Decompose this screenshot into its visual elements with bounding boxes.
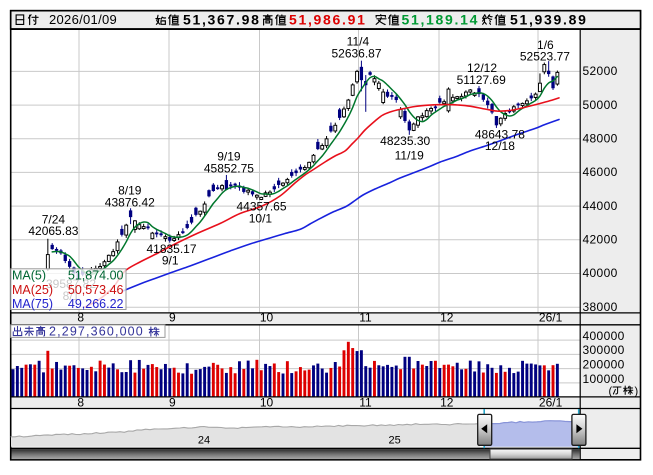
svg-text:300000: 300000 [583, 343, 625, 357]
svg-text:10/1: 10/1 [249, 212, 273, 226]
svg-text:MA(5): MA(5) [12, 269, 46, 283]
svg-text:51127.69: 51127.69 [457, 73, 506, 87]
svg-text:42065.83: 42065.83 [28, 224, 78, 238]
svg-text:48235.30: 48235.30 [380, 134, 430, 148]
svg-text:12/18: 12/18 [485, 139, 515, 153]
svg-text:400000: 400000 [583, 329, 625, 343]
svg-text:9: 9 [169, 395, 176, 409]
svg-text:51,939.89: 51,939.89 [510, 11, 588, 27]
svg-text:11: 11 [359, 395, 372, 409]
svg-text:52636.87: 52636.87 [331, 47, 381, 61]
svg-text:8: 8 [77, 310, 84, 324]
svg-text:12: 12 [440, 310, 454, 324]
svg-text:9/19: 9/19 [217, 149, 241, 163]
svg-text:100000: 100000 [583, 372, 625, 386]
svg-text:MA(25): MA(25) [12, 283, 53, 297]
svg-text:8/19: 8/19 [118, 184, 142, 198]
svg-text:12: 12 [440, 395, 454, 409]
svg-text:10: 10 [260, 395, 274, 409]
svg-text:45852.75: 45852.75 [204, 162, 254, 176]
svg-text:41835.17: 41835.17 [146, 242, 196, 256]
svg-text:(: ( [609, 385, 613, 397]
svg-text:26/1: 26/1 [539, 395, 563, 409]
svg-text:200000: 200000 [583, 358, 625, 372]
svg-text:11/19: 11/19 [395, 148, 424, 162]
svg-text:43876.42: 43876.42 [105, 195, 155, 209]
svg-text:10: 10 [260, 310, 274, 324]
svg-text:25: 25 [388, 435, 400, 447]
svg-text:50000: 50000 [583, 98, 618, 112]
svg-text:44000: 44000 [583, 199, 618, 213]
svg-text:52523.77: 52523.77 [520, 50, 570, 64]
svg-text:38000: 38000 [583, 300, 618, 314]
svg-text:49,266.22: 49,266.22 [68, 297, 124, 311]
svg-text:24: 24 [198, 435, 210, 447]
svg-text:42000: 42000 [583, 233, 618, 247]
svg-text:51,986.91: 51,986.91 [289, 11, 367, 27]
svg-text:): ) [635, 385, 639, 397]
svg-text:9: 9 [169, 310, 176, 324]
svg-text:48000: 48000 [583, 132, 618, 146]
svg-text:2026/01/09: 2026/01/09 [49, 12, 117, 27]
svg-text:9/1: 9/1 [162, 254, 179, 268]
svg-text:7/24: 7/24 [42, 212, 66, 226]
svg-text:52000: 52000 [583, 64, 618, 78]
svg-text:46000: 46000 [583, 165, 618, 179]
svg-text:1/6: 1/6 [537, 38, 554, 52]
svg-text:11/4: 11/4 [347, 35, 370, 49]
svg-text:8: 8 [77, 395, 84, 409]
svg-text:44357.65: 44357.65 [236, 200, 286, 214]
svg-text:40000: 40000 [583, 266, 618, 280]
svg-text:MA(75): MA(75) [12, 297, 53, 311]
svg-text:50,573.46: 50,573.46 [68, 283, 124, 297]
svg-text:26/1: 26/1 [539, 310, 563, 324]
svg-text:11: 11 [359, 310, 372, 324]
svg-text:12/12: 12/12 [467, 61, 497, 75]
svg-text:51,367.98: 51,367.98 [183, 11, 261, 27]
svg-text:2,297,360,000: 2,297,360,000 [49, 325, 144, 339]
svg-text:48643.78: 48643.78 [475, 128, 525, 142]
svg-text:51,874.00: 51,874.00 [68, 269, 124, 283]
svg-text:51,189.14: 51,189.14 [402, 11, 480, 27]
